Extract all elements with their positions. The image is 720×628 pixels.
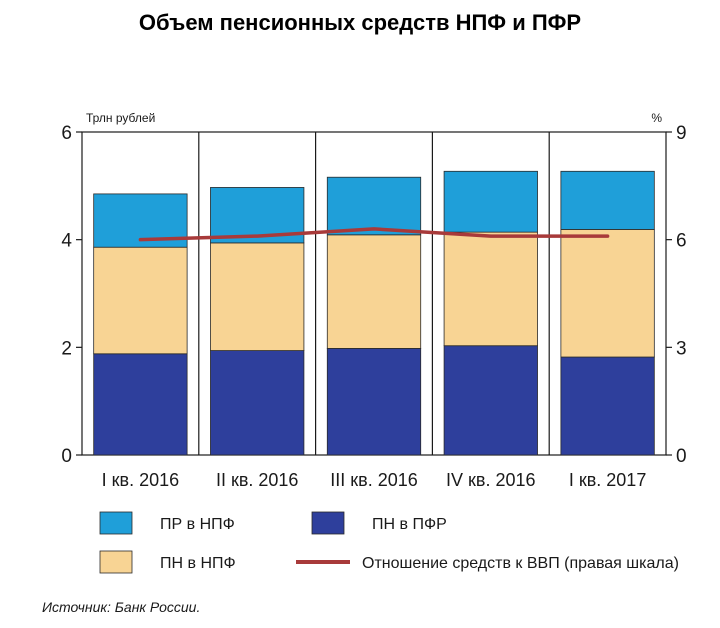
right-tick-label: 0 <box>676 446 687 467</box>
legend-label-pn-pfr: ПН в ПФР <box>372 516 447 533</box>
right-tick-label: 6 <box>676 231 687 252</box>
left-axis-unit: Трлн рублей <box>86 111 155 125</box>
legend-swatch-pn-pfr <box>311 511 345 535</box>
bar-segment <box>443 231 538 347</box>
legend-swatch-pn-npf <box>99 550 133 574</box>
left-tick-label: 6 <box>61 123 72 144</box>
legend-label-gdp-ratio: Отношение средств к ВВП (правая шкала) <box>362 555 679 572</box>
category-label: I кв. 2016 <box>102 470 179 490</box>
legend-swatch-pr-npf <box>99 511 133 535</box>
legend: ПР в НПФ ПН в ПФР ПН в НПФ Отношение сре… <box>99 511 679 574</box>
right-tick-label: 9 <box>676 123 687 144</box>
category-label: IV кв. 2016 <box>446 470 536 490</box>
bar-segment <box>93 353 188 456</box>
chart-title: Объем пенсионных средств НПФ и ПФР <box>139 10 581 35</box>
bar-segment <box>93 246 188 355</box>
bar-segment <box>210 242 305 351</box>
bar-segment <box>443 345 538 456</box>
right-tick-label: 3 <box>676 338 687 359</box>
bar-segment <box>560 229 655 358</box>
right-axis-unit: % <box>651 111 662 125</box>
bar-segment <box>326 234 422 349</box>
bar-segment <box>443 170 538 233</box>
legend-label-pn-npf: ПН в НПФ <box>160 555 236 572</box>
legend-label-pr-npf: ПР в НПФ <box>160 516 235 533</box>
source-note: Источник: Банк России. <box>42 599 200 615</box>
category-label: II кв. 2016 <box>216 470 299 490</box>
category-label: III кв. 2016 <box>330 470 418 490</box>
left-tick-label: 4 <box>61 231 72 252</box>
plot-area: 0 2 4 6 0 3 6 9 I кв. 2016 II кв. 2016 III кв. 201… <box>61 123 686 490</box>
bar-segment <box>560 170 655 230</box>
category-label: I кв. 2017 <box>569 470 646 490</box>
bar-segment <box>326 176 422 236</box>
bar-segment <box>326 348 422 456</box>
bar-segment <box>210 350 305 456</box>
left-tick-label: 0 <box>61 446 72 467</box>
left-tick-label: 2 <box>61 338 72 359</box>
bar-segment <box>560 356 655 456</box>
